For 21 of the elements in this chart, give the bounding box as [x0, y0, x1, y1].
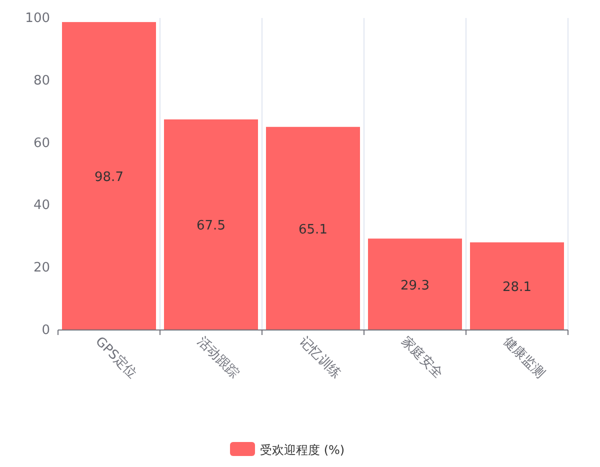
bar [368, 238, 462, 330]
bar [470, 242, 564, 330]
x-tick-label: 活动跟踪 [194, 334, 242, 382]
bar [164, 119, 258, 330]
x-tick-label: 家庭安全 [398, 334, 446, 382]
x-tick-label: 健康监测 [500, 334, 548, 382]
x-tick-label: 记忆训练 [296, 334, 344, 382]
y-tick-label: 0 [42, 323, 50, 338]
bar [62, 22, 156, 330]
y-tick-label: 40 [33, 198, 50, 214]
y-tick-label: 80 [33, 73, 50, 88]
data-label: 65.1 [298, 222, 328, 238]
bar [266, 126, 360, 330]
y-tick-label: 20 [33, 260, 50, 276]
data-label: 67.5 [196, 218, 226, 234]
data-label: 29.3 [400, 278, 430, 294]
y-tick-label: 60 [33, 136, 50, 151]
legend-label: 受欢迎程度 (%) [260, 443, 345, 457]
data-label: 98.7 [94, 170, 124, 186]
data-label: 28.1 [502, 280, 532, 296]
y-tick-label: 100 [25, 11, 50, 26]
